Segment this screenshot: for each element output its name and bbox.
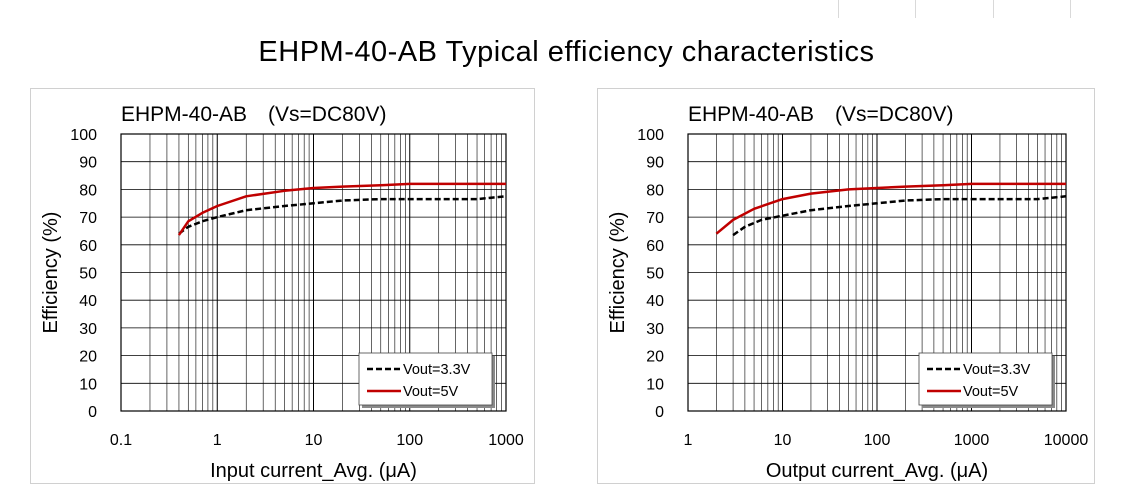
input-efficiency-chart-panel: 0 10 20 30 40 50 60 70 80 90 100 0.1 1 10 100 1000 EHPM-… <box>30 88 535 484</box>
legend-entry: Vout=5V <box>403 384 459 400</box>
legend-entry: Vout=5V <box>963 384 1019 400</box>
y-tick-label: 80 <box>646 182 664 199</box>
series-line-vout-5v <box>177 182 506 236</box>
page-title: EHPM-40-AB Typical efficiency characteri… <box>258 36 875 68</box>
x-axis-label: Input current_Avg. (μA) <box>210 460 417 482</box>
top-divider <box>838 0 839 18</box>
x-axis-label: Output current_Avg. (μA) <box>766 460 988 482</box>
legend-box <box>918 352 1053 406</box>
top-divider <box>993 0 994 18</box>
x-tick-label: 100 <box>864 432 891 449</box>
y-tick-label: 0 <box>88 404 97 421</box>
x-tick-label: 10 <box>305 432 323 449</box>
y-tick-label: 40 <box>646 293 664 310</box>
y-axis-label: Efficiency (%) <box>40 212 62 334</box>
y-tick-label: 20 <box>79 349 97 366</box>
y-tick-label: 60 <box>646 238 664 255</box>
y-tick-label: 10 <box>79 376 97 393</box>
legend-entry: Vout=3.3V <box>403 362 471 378</box>
legend-box <box>358 352 493 406</box>
input-efficiency-chart: 0 10 20 30 40 50 60 70 80 90 100 0.1 1 10 100 1000 EHPM-… <box>40 103 524 482</box>
x-tick-label: 100 <box>396 432 423 449</box>
series-line-vout-5v <box>715 182 1066 235</box>
y-tick-label: 0 <box>655 404 664 421</box>
y-tick-label: 90 <box>79 155 97 172</box>
y-tick-label: 90 <box>646 155 664 172</box>
legend: Vout=3.3V Vout=5V <box>358 352 495 408</box>
plot-area <box>687 133 1067 412</box>
x-tick-label: 1 <box>213 432 222 449</box>
x-tick-label: 1 <box>684 432 693 449</box>
chart-title: EHPM-40-AB (Vs=DC80V) <box>121 103 386 126</box>
top-divider <box>915 0 916 18</box>
x-tick-label: 0.1 <box>110 432 132 449</box>
grid-lines <box>687 133 1067 412</box>
x-tick-label: 10000 <box>1044 432 1089 449</box>
y-tick-label: 50 <box>646 266 664 283</box>
y-tick-label: 100 <box>637 127 664 144</box>
y-axis-label: Efficiency (%) <box>607 212 629 334</box>
y-tick-label: 100 <box>70 127 97 144</box>
y-tick-label: 20 <box>646 349 664 366</box>
legend: Vout=3.3V Vout=5V <box>918 352 1055 408</box>
series-line-vout-3-3v <box>178 195 507 235</box>
plot-area <box>120 133 507 412</box>
y-tick-label: 10 <box>646 376 664 393</box>
series-line-vout-3-3v <box>732 195 1067 237</box>
x-tick-label: 10 <box>774 432 792 449</box>
y-tick-label: 50 <box>79 266 97 283</box>
output-efficiency-chart-panel: 0 10 20 30 40 50 60 70 80 90 100 1 10 100 1000 10000 EHP… <box>597 88 1095 484</box>
legend-entry: Vout=3.3V <box>963 362 1031 378</box>
y-tick-label: 80 <box>79 182 97 199</box>
y-tick-label: 60 <box>79 238 97 255</box>
y-tick-label: 40 <box>79 293 97 310</box>
chart-title: EHPM-40-AB (Vs=DC80V) <box>688 103 953 126</box>
y-tick-label: 30 <box>646 321 664 338</box>
y-tick-label: 30 <box>79 321 97 338</box>
x-tick-label: 1000 <box>954 432 990 449</box>
x-tick-label: 1000 <box>488 432 524 449</box>
y-tick-label: 70 <box>79 210 97 227</box>
y-tick-label: 70 <box>646 210 664 227</box>
top-divider <box>1070 0 1071 18</box>
